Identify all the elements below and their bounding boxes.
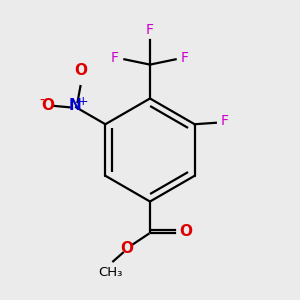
- Text: F: F: [146, 23, 154, 37]
- Text: O: O: [120, 241, 133, 256]
- Text: F: F: [181, 51, 189, 65]
- Text: F: F: [111, 51, 119, 65]
- Text: N: N: [68, 98, 81, 113]
- Text: O: O: [74, 63, 87, 78]
- Text: O: O: [42, 98, 55, 113]
- Text: +: +: [77, 95, 88, 108]
- Text: O: O: [179, 224, 192, 239]
- Text: -: -: [39, 94, 44, 107]
- Text: CH₃: CH₃: [98, 266, 122, 279]
- Text: F: F: [221, 114, 229, 128]
